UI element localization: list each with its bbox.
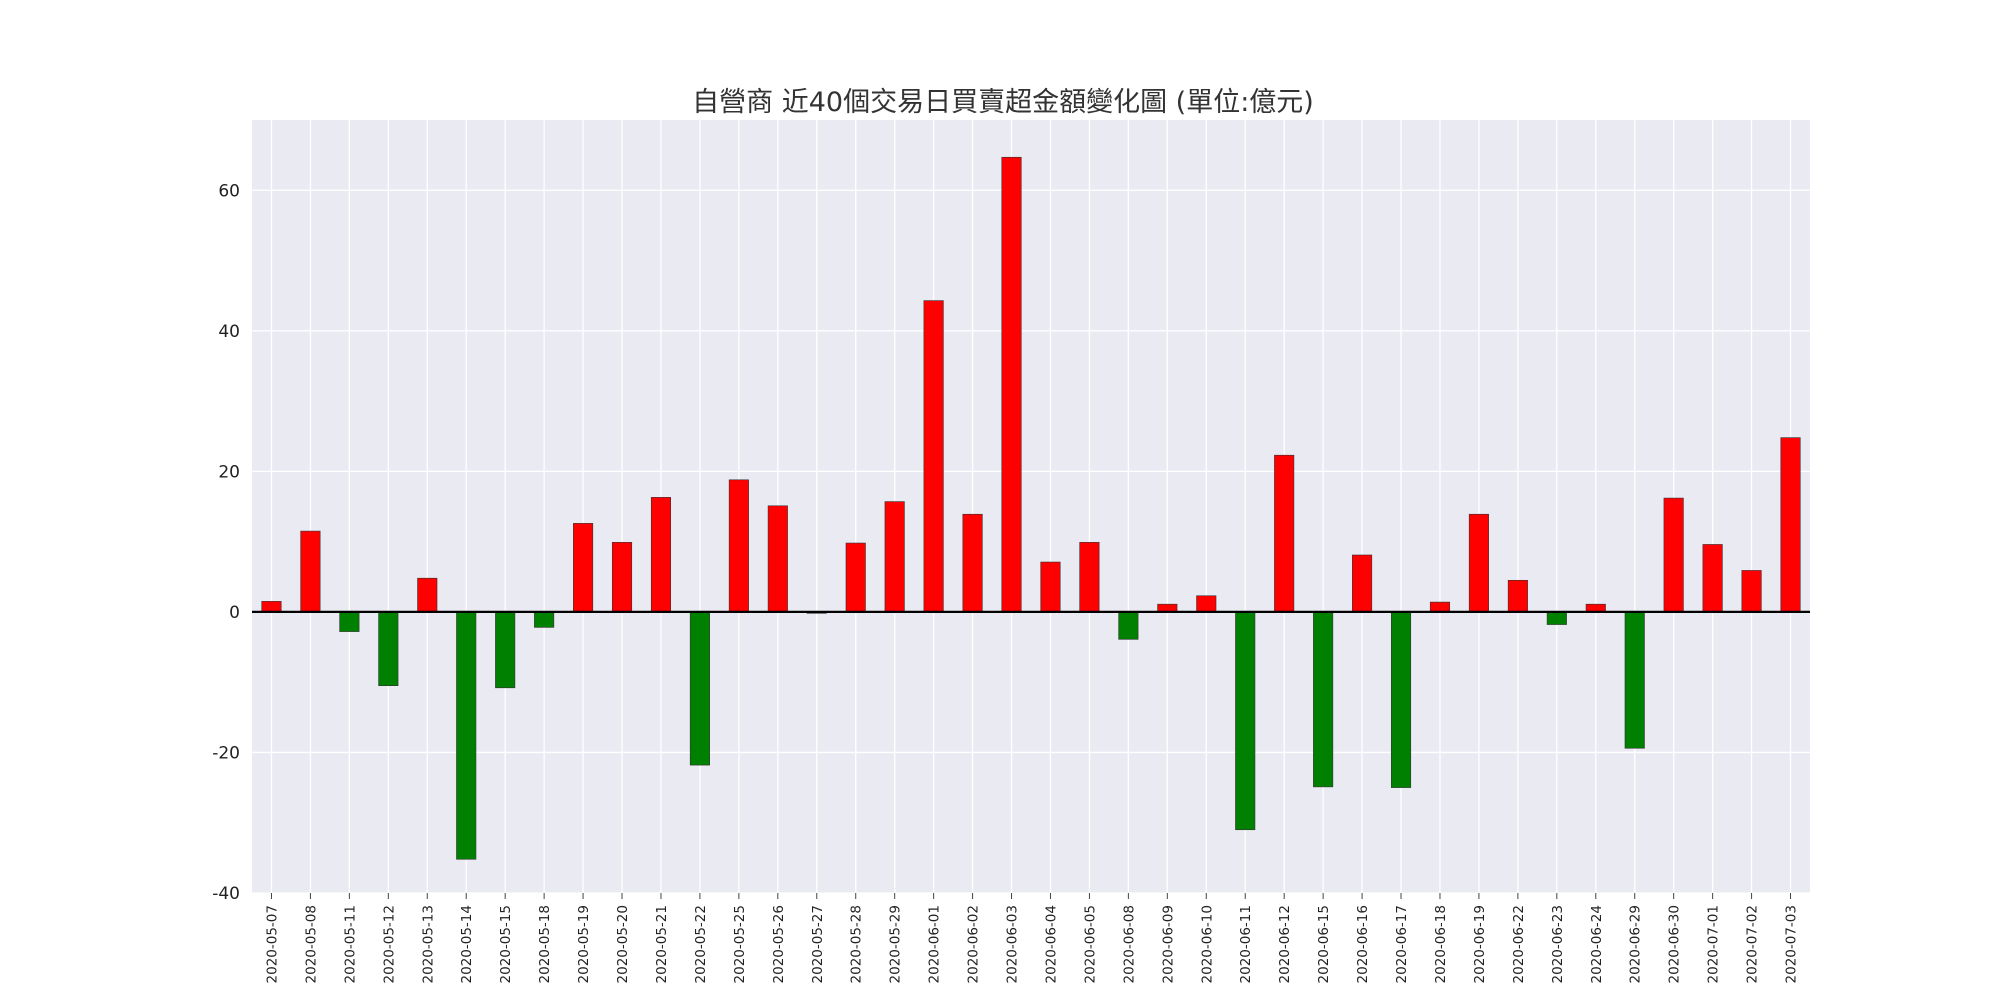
x-tick-label: 2020-05-18 [537, 905, 553, 983]
x-tick-label: 2020-06-24 [1589, 905, 1605, 983]
y-axis-ticks: -40 -20 0 20 40 60 [212, 181, 240, 904]
y-tick-label: -20 [212, 743, 240, 763]
x-tick-label: 2020-06-05 [1082, 905, 1098, 983]
bar-2020-06-10 [1196, 595, 1217, 613]
bar-2020-06-09 [1157, 603, 1178, 613]
x-tick-label: 2020-06-17 [1394, 905, 1410, 983]
plot-area [252, 120, 1810, 893]
x-tick-label: 2020-06-16 [1355, 905, 1371, 983]
bar-2020-06-01 [923, 300, 944, 613]
bar-2020-06-30 [1663, 497, 1684, 613]
x-tick-label: 2020-05-14 [459, 905, 475, 983]
bar-2020-07-02 [1741, 570, 1762, 613]
bar-2020-06-29 [1624, 611, 1645, 749]
x-tick-label: 2020-06-09 [1160, 905, 1176, 983]
x-tick-label: 2020-06-02 [966, 905, 982, 983]
bar-2020-06-16 [1352, 554, 1373, 613]
x-tick-label: 2020-06-22 [1511, 905, 1527, 983]
bar-2020-07-03 [1780, 437, 1801, 613]
y-tick-label: 20 [218, 462, 240, 482]
x-tick-label: 2020-06-11 [1238, 905, 1254, 983]
x-tick-label: 2020-07-01 [1706, 905, 1722, 983]
x-tick-label: 2020-05-27 [810, 905, 826, 983]
x-tick-label: 2020-05-28 [849, 905, 865, 983]
bar-2020-06-04 [1040, 561, 1061, 613]
bar-2020-05-22 [689, 611, 710, 766]
x-tick-label: 2020-06-04 [1043, 905, 1059, 983]
x-tick-label: 2020-05-15 [498, 905, 514, 983]
x-tick-label: 2020-05-21 [654, 905, 670, 983]
x-tick-label: 2020-06-10 [1199, 905, 1215, 983]
x-tick-label: 2020-05-29 [888, 905, 904, 983]
bars [261, 156, 1801, 860]
x-tick-label: 2020-06-23 [1550, 905, 1566, 983]
x-tick-label: 2020-05-11 [342, 905, 358, 983]
bar-2020-05-26 [767, 505, 788, 613]
bar-2020-05-13 [417, 577, 438, 613]
bar-2020-05-25 [728, 479, 749, 613]
bar-2020-05-11 [339, 611, 360, 632]
bar-2020-06-23 [1546, 611, 1567, 625]
x-tick-label: 2020-06-19 [1472, 905, 1488, 983]
y-tick-label: -40 [212, 884, 240, 904]
bar-2020-06-02 [962, 513, 983, 613]
bar-2020-06-24 [1585, 603, 1606, 613]
bar-2020-05-08 [300, 530, 321, 613]
y-tick-label: 40 [218, 322, 240, 342]
x-tick-label: 2020-05-20 [615, 905, 631, 983]
bar-2020-06-05 [1079, 542, 1100, 613]
grid-lines [252, 120, 1810, 894]
bar-2020-05-28 [845, 542, 866, 613]
x-tick-label: 2020-05-19 [576, 905, 592, 983]
x-tick-label: 2020-06-15 [1316, 905, 1332, 983]
bar-2020-05-29 [884, 501, 905, 613]
y-tick-label: 0 [229, 603, 240, 623]
y-tick-label: 60 [218, 181, 240, 201]
bar-2020-05-21 [650, 497, 672, 613]
bar-2020-05-20 [611, 542, 633, 613]
x-tick-label: 2020-06-12 [1277, 905, 1293, 983]
bar-2020-05-14 [456, 611, 477, 860]
x-tick-label: 2020-06-08 [1121, 905, 1137, 983]
x-tick-label: 2020-06-29 [1628, 905, 1644, 983]
x-tick-label: 2020-06-03 [1005, 905, 1021, 983]
x-tick-label: 2020-05-13 [420, 905, 436, 983]
chart-title: 自營商 近40個交易日買賣超金額變化圖 (單位:億元) [692, 87, 1314, 118]
bar-2020-05-19 [573, 523, 594, 613]
bar-2020-06-15 [1313, 611, 1334, 788]
bar-2020-06-08 [1118, 611, 1139, 640]
x-tick-label: 2020-07-02 [1745, 905, 1761, 983]
x-tick-label: 2020-05-25 [732, 905, 748, 983]
x-tick-label: 2020-05-22 [693, 905, 709, 983]
x-axis-ticks: 2020-05-07 2020-05-08 2020-05-11 2020-05-12… [264, 893, 1800, 983]
bar-2020-05-18 [534, 611, 555, 628]
bar-2020-06-17 [1390, 611, 1412, 788]
x-tick-label: 2020-05-26 [771, 905, 787, 983]
x-tick-label: 2020-05-12 [381, 905, 397, 983]
bar-2020-06-03 [1001, 156, 1022, 613]
bar-2020-05-12 [378, 611, 399, 686]
bar-2020-05-07 [261, 601, 282, 613]
bar-2020-06-11 [1235, 611, 1256, 831]
bar-2020-06-22 [1507, 579, 1528, 613]
x-tick-label: 2020-05-08 [303, 905, 319, 983]
x-tick-label: 2020-06-30 [1667, 905, 1683, 983]
x-tick-label: 2020-06-18 [1433, 905, 1449, 983]
bar-2020-06-12 [1274, 454, 1295, 613]
x-tick-label: 2020-07-03 [1784, 905, 1800, 983]
bar-2020-05-15 [495, 611, 516, 689]
bar-2020-07-01 [1702, 544, 1723, 613]
x-tick-label: 2020-05-07 [264, 905, 280, 983]
bar-2020-06-19 [1468, 513, 1489, 613]
x-tick-label: 2020-06-01 [927, 905, 943, 983]
bar-2020-06-18 [1429, 601, 1451, 613]
